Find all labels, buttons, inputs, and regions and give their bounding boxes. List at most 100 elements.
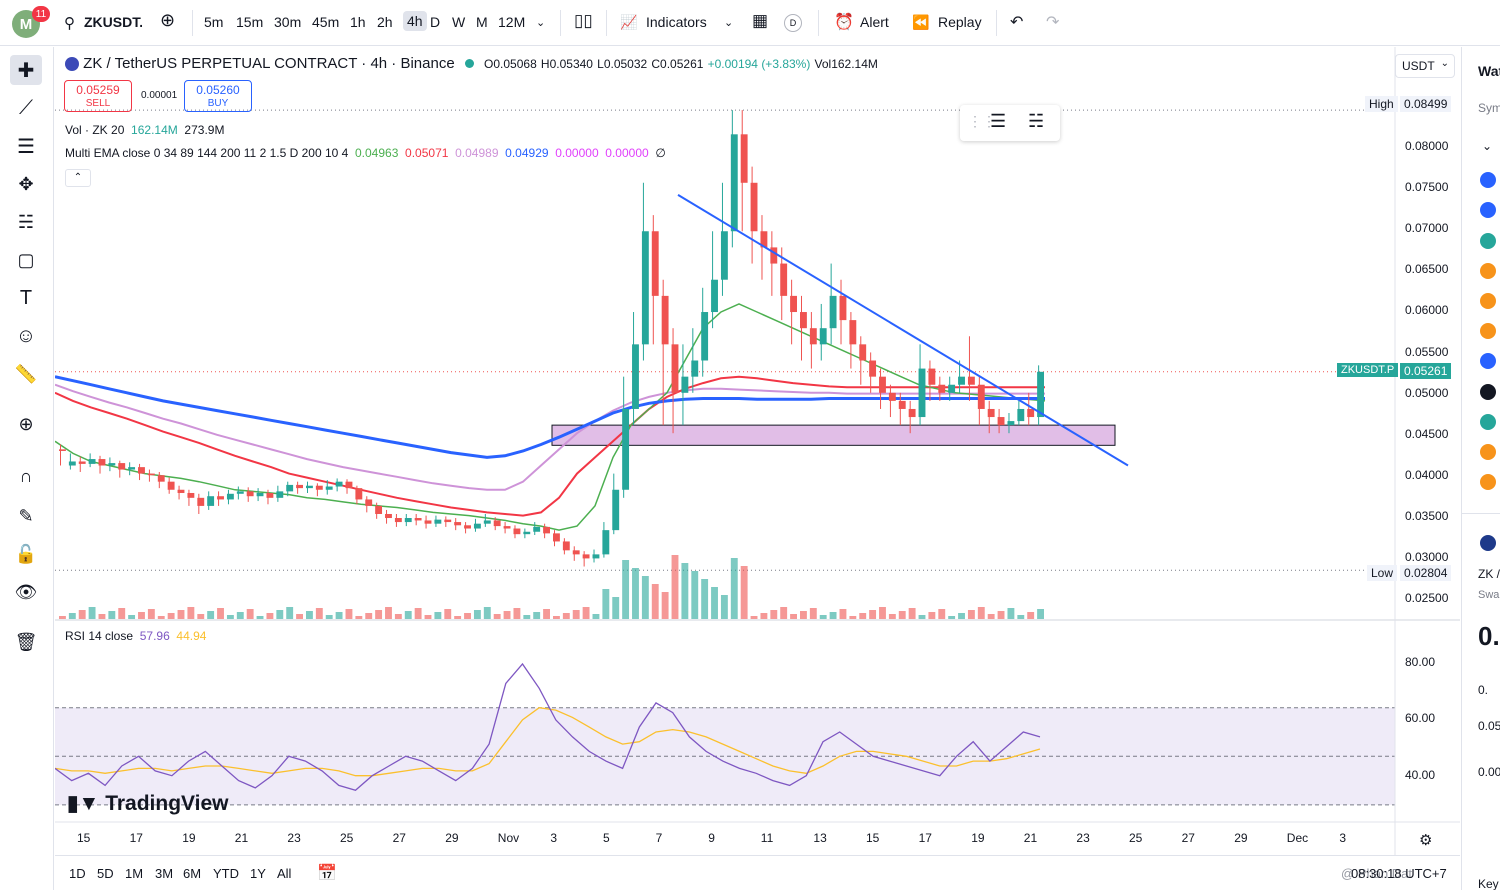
candle-type-icon[interactable]: ▯▯ [574,11,593,30]
buy-button[interactable]: 0.05260 BUY [184,80,252,112]
layout-grid-icon[interactable]: ▦ [752,11,769,30]
sell-button[interactable]: 0.05259 SELL [64,80,132,112]
time-tick: 21 [1023,831,1038,845]
ruler-icon[interactable]: 📏 [14,363,38,384]
chevron-down-icon[interactable]: ⌄ [536,17,546,29]
coin-icon[interactable] [1480,202,1496,218]
shape-icon[interactable]: ▢ [17,249,35,270]
indicators-icon[interactable]: 📈 [620,14,638,30]
price-tick: 0.02500 [1405,591,1449,606]
volume-bar [59,616,66,619]
interval-m[interactable]: M [476,14,488,30]
ema-value-6: 0.00000 [605,146,649,160]
range-1m[interactable]: 1M [125,866,144,881]
interval-d[interactable]: D [430,14,441,30]
candle-body [88,459,96,464]
interval-w[interactable]: W [452,14,466,30]
candle-body [997,417,1005,426]
price-tick: 0.05000 [1405,385,1449,400]
price-tick: 0.07500 [1405,180,1449,195]
coin-icon[interactable] [1480,293,1496,309]
market-open-icon [464,59,474,68]
zoom-in-icon[interactable]: ⊕ [18,413,34,434]
replay-icon[interactable]: ⏪ [912,14,930,30]
volume-bar [908,608,916,619]
emoji-icon[interactable]: ☺ [15,324,37,347]
lock-icon[interactable]: 🔓 [14,543,38,564]
interval-4h[interactable]: 4h [403,11,427,31]
range-6m[interactable]: 6M [183,866,202,881]
calendar-icon[interactable]: 📅 [317,865,337,882]
prediction-icon[interactable]: ☵ [17,211,35,232]
trash-icon[interactable]: 🗑 [14,631,38,652]
redo-icon[interactable]: ↷ [1046,14,1060,31]
magnet-icon[interactable]: ∩ [19,465,33,486]
coin-icon[interactable] [1480,233,1496,249]
interval-2h[interactable]: 2h [377,14,393,30]
range-1d[interactable]: 1D [69,866,86,881]
coin-icon[interactable] [1480,414,1496,430]
tv-logo-icon: ▮▼ [67,792,100,815]
crosshair-icon[interactable]: ✚ [10,55,42,85]
eye-icon[interactable]: 👁 [14,581,38,602]
candle-body [414,518,422,521]
candle-body [454,522,462,526]
chevron-down-icon[interactable]: ⌄ [724,17,734,29]
clock[interactable]: 08:30:18 UTC+7 [1351,866,1447,881]
range-5d[interactable]: 5D [97,866,114,881]
drag-handle-icon[interactable]: ⋮⋮ [968,113,996,129]
interval-15m[interactable]: 15m [236,14,264,30]
alert-clock-icon[interactable]: ⏰ [834,14,854,31]
settings-gear-icon[interactable]: ⚙ [1419,832,1433,849]
drawing-toolbar: ✚ ⟋ ☰ ✥ ☵ ▢ T ☺ 📏 ⊕ ∩ ✎ 🔓 👁 🗑 [0,47,54,890]
time-tick: 17 [129,831,143,845]
volume-bar [562,613,570,619]
interval-1h[interactable]: 1h [350,14,366,30]
line-style-icon[interactable]: ☰ [990,111,1007,131]
coin-icon[interactable] [1480,323,1496,339]
layout-button[interactable]: D [784,14,802,32]
edit-lock-icon[interactable]: ✎ [18,505,34,526]
chart-canvas[interactable] [55,47,1460,855]
chart-pane[interactable]: ZK / TetherUS PERPETUAL CONTRACT · 4h · … [55,47,1460,855]
interval-5m[interactable]: 5m [204,14,224,30]
collapse-legend-button[interactable]: ⌃ [65,169,91,187]
candle-body [740,134,748,183]
volume-bar [503,611,511,619]
coin-icon[interactable] [1480,353,1496,369]
replay-button[interactable]: Replay [938,14,982,30]
interval-12m[interactable]: 12M [498,14,526,30]
add-symbol-icon[interactable]: ⊕ [160,10,176,30]
text-tool-icon[interactable]: T [19,286,33,309]
search-icon[interactable]: ⚲ [64,15,75,32]
interval-30m[interactable]: 30m [274,14,302,30]
coin-icon[interactable] [1480,172,1496,188]
symbol-search[interactable]: ZKUSDT.P [84,14,142,30]
time-tick: 25 [1129,831,1143,845]
range-3m[interactable]: 3M [155,866,174,881]
trend-line-icon[interactable]: ⟋ [19,96,33,119]
range-all[interactable]: All [277,866,292,881]
candle-body [809,328,817,345]
coin-icon[interactable] [1480,474,1496,490]
volume-bar [977,607,985,619]
chevron-down-icon[interactable]: ⌄ [1482,139,1493,153]
candle-body [730,134,738,232]
coin-icon[interactable] [1480,263,1496,279]
time-tick: 15 [866,831,880,845]
coin-icon[interactable] [1480,444,1496,460]
indicators-button[interactable]: Indicators [646,14,707,30]
coin-icon[interactable] [1480,384,1496,400]
interval-45m[interactable]: 45m [312,14,340,30]
line-settings-icon[interactable]: ☵ [1028,111,1045,131]
volume-bar [671,555,679,619]
candle-body [790,295,797,313]
range-ytd[interactable]: YTD [213,866,239,881]
time-tick: 25 [340,831,354,845]
alert-button[interactable]: Alert [860,14,889,30]
currency-select[interactable]: USDT ⌄ [1395,54,1455,78]
fib-lines-icon[interactable]: ☰ [17,135,35,158]
pattern-icon[interactable]: ✥ [18,173,34,194]
undo-icon[interactable]: ↶ [1010,14,1024,31]
range-1y[interactable]: 1Y [250,866,266,881]
